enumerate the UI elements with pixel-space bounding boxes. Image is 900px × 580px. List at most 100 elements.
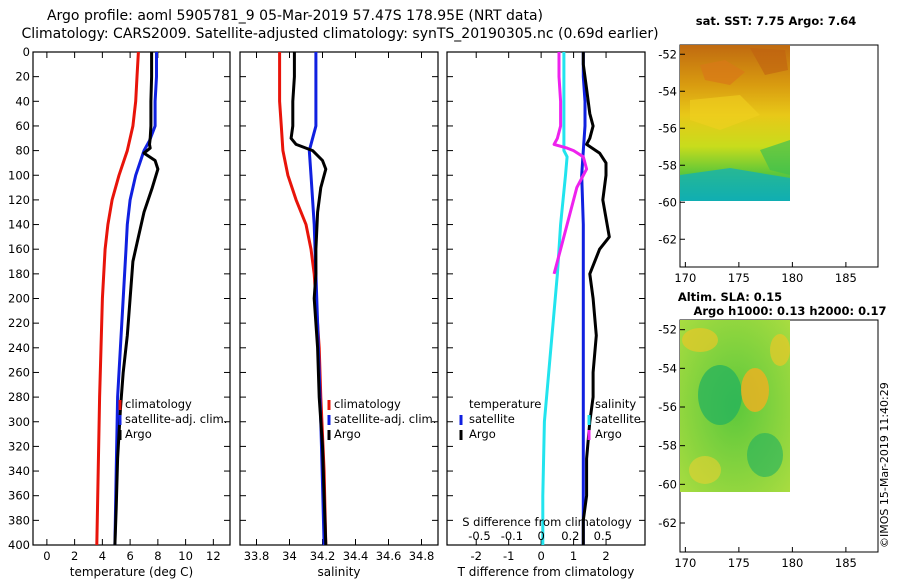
sla-low-patch — [747, 433, 783, 477]
y-tick-label: 200 — [8, 292, 30, 306]
y-tick-label: 220 — [8, 316, 30, 330]
y-tick-label: 300 — [8, 415, 30, 429]
sst-map-title: sat. SST: 7.75 Argo: 7.64 — [696, 14, 856, 28]
x2-tick-label: 0.5 — [594, 529, 612, 543]
legend-label: Argo — [125, 427, 152, 441]
sla-low-patch — [698, 365, 742, 425]
map-y-tick-label: -60 — [658, 195, 677, 209]
x-tick-label: 4 — [99, 549, 106, 563]
map-y-tick-label: -60 — [658, 477, 677, 491]
x-tick-label: -2 — [470, 549, 481, 563]
x2-tick-label: -0.1 — [501, 529, 523, 543]
y-tick-label: 100 — [8, 168, 30, 182]
x-tick-label: 8 — [154, 549, 161, 563]
y-tick-label: 320 — [8, 439, 30, 453]
x-tick-label: 34.4 — [343, 549, 369, 563]
legend-label: salinity — [595, 397, 636, 411]
sst-warm-patch — [700, 60, 745, 85]
series-line-s-argo — [552, 52, 589, 275]
legend-label: satellite-adj. clim. — [334, 412, 436, 426]
x-axis-label: temperature (deg C) — [70, 565, 193, 579]
temperature-panel: 0204060801001201401601802002202402602803… — [8, 45, 231, 579]
y-tick-label: 260 — [8, 365, 30, 379]
map-x-tick-label: 170 — [674, 556, 696, 570]
y-tick-label: 400 — [8, 538, 30, 552]
x-axis-label: T difference from climatology — [457, 565, 635, 579]
legend-label: Argo — [595, 427, 622, 441]
sst-map-panel: sat. SST: 7.75 Argo: 7.64 170 175 180 185 -5… — [658, 14, 879, 285]
map-y-tick-label: -58 — [658, 439, 677, 453]
x-tick-label: 34.6 — [376, 549, 402, 563]
sla-high-patch — [682, 328, 718, 352]
x2-tick-label: 0 — [537, 529, 544, 543]
y-tick-label: 20 — [15, 70, 30, 84]
legend-label: climatology — [334, 397, 401, 411]
x-tick-label: 1 — [570, 549, 577, 563]
map-y-tick-label: -56 — [658, 400, 677, 414]
imos-credit: ©IMOS 15-Mar-2019 11:40:29 — [878, 382, 891, 548]
y-tick-label: 280 — [8, 390, 30, 404]
y-tick-label: 40 — [15, 94, 30, 108]
sla-high-patch — [770, 334, 790, 366]
sla-map-subtitle: Argo h1000: 0.13 h2000: 0.17 — [693, 304, 886, 318]
map-y-tick-label: -62 — [658, 232, 677, 246]
difference-panel: -2 -1 0 1 2 T difference from climatology temp… — [446, 51, 646, 579]
x-tick-label: 34 — [282, 549, 297, 563]
map-y-tick-label: -58 — [658, 158, 677, 172]
x-tick-label: 2 — [71, 549, 78, 563]
map-y-tick-label: -62 — [658, 516, 677, 530]
map-y-tick-label: -56 — [658, 121, 677, 135]
series-line-argo — [289, 52, 328, 546]
sst-warm-patch — [750, 48, 788, 75]
x-tick-label: -1 — [503, 549, 514, 563]
map-x-tick-label: 175 — [728, 271, 750, 285]
sla-map-title: Altim. SLA: 0.15 — [678, 290, 782, 304]
sla-map-panel: Altim. SLA: 0.15 Argo h1000: 0.13 h2000:… — [658, 290, 886, 570]
y-tick-label: 0 — [23, 45, 30, 59]
x-tick-label: 2 — [602, 549, 609, 563]
x-tick-label: 6 — [126, 549, 133, 563]
map-x-tick-label: 180 — [781, 271, 803, 285]
y-tick-label: 360 — [8, 489, 30, 503]
map-x-tick-label: 170 — [674, 271, 696, 285]
figure-title-line2: Climatology: CARS2009. Satellite-adjuste… — [21, 26, 658, 42]
map-x-tick-label: 175 — [728, 556, 750, 570]
map-x-tick-label: 185 — [835, 271, 857, 285]
map-y-tick-label: -54 — [658, 84, 677, 98]
y-tick-label: 140 — [8, 218, 30, 232]
y-tick-label: 240 — [8, 341, 30, 355]
y-tick-label: 380 — [8, 513, 30, 527]
x-tick-label: 34.8 — [409, 549, 435, 563]
map-y-tick-label: -54 — [658, 361, 677, 375]
x2-axis-label: S difference from climatology — [462, 515, 632, 529]
x-tick-label: 12 — [206, 549, 221, 563]
x-axis-label: salinity — [317, 565, 360, 579]
sst-mid-patch — [690, 95, 760, 130]
map-x-tick-label: 185 — [835, 556, 857, 570]
series-line-argo — [113, 52, 160, 546]
series-line-s-satellite — [541, 52, 569, 545]
y-tick-label: 160 — [8, 242, 30, 256]
sla-high-patch — [689, 456, 721, 484]
y-tick-label: 120 — [8, 193, 30, 207]
map-y-tick-label: -52 — [658, 47, 677, 61]
sla-high-patch — [741, 368, 769, 412]
y-tick-label: 60 — [15, 119, 30, 133]
legend-label: climatology — [125, 397, 192, 411]
legend-label: temperature — [469, 397, 541, 411]
x-tick-label: 0 — [537, 549, 544, 563]
x2-tick-label: 0.2 — [561, 529, 579, 543]
x-tick-label: 10 — [178, 549, 193, 563]
y-tick-label: 340 — [8, 464, 30, 478]
x-tick-label: 0 — [43, 549, 50, 563]
plot-frame — [446, 51, 646, 546]
legend-label: satellite-adj. clim. — [125, 412, 227, 426]
legend-label: satellite — [469, 412, 515, 426]
sst-cold-patch — [680, 168, 790, 201]
y-tick-label: 180 — [8, 267, 30, 281]
series-line-climatology — [95, 51, 140, 546]
series-line-satellite-adj-clim- — [113, 52, 158, 546]
x-tick-label: 33.8 — [244, 549, 270, 563]
x-tick-label: 34.2 — [310, 549, 336, 563]
